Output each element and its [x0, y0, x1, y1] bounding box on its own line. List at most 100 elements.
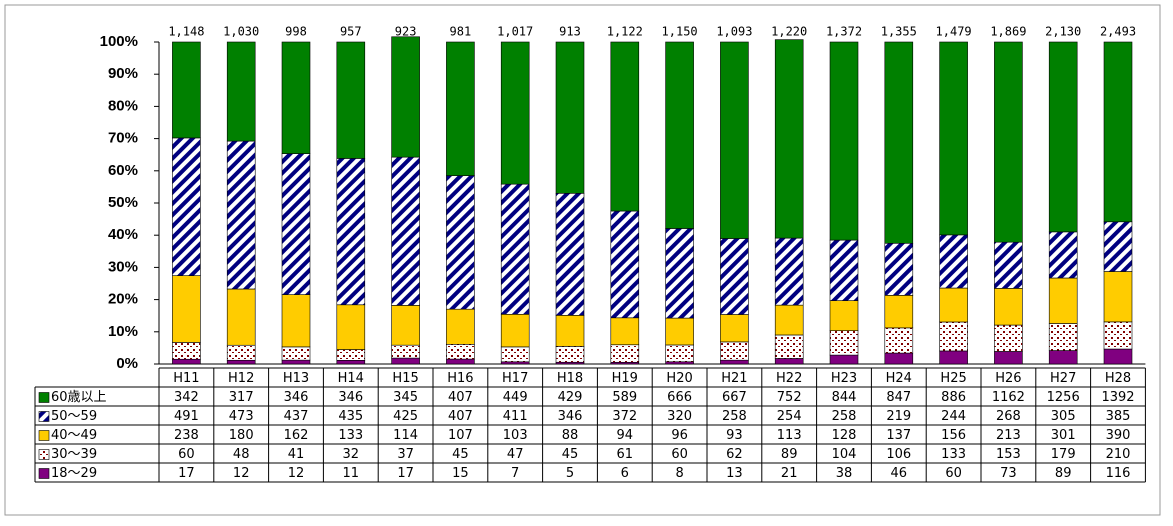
- bar-segment: [1103, 271, 1133, 323]
- x-tick-label: H22: [776, 371, 802, 386]
- table-value: 346: [284, 390, 309, 405]
- table-value: 89: [1055, 466, 1072, 481]
- bar-segment: [994, 41, 1023, 243]
- legend-swatch: [38, 468, 50, 479]
- table-value: 254: [777, 409, 802, 424]
- total-label: 998: [285, 25, 307, 39]
- bar-segment: [281, 153, 311, 295]
- y-tick-label: 40%: [108, 226, 138, 243]
- bar-segment: [391, 36, 420, 158]
- table-value: 48: [233, 447, 250, 462]
- bar-segment: [884, 295, 914, 329]
- total-label: 957: [340, 25, 362, 39]
- table-value: 89: [781, 447, 798, 462]
- bar-segment: [446, 358, 475, 365]
- bar-segment: [281, 41, 311, 154]
- total-label: 1,479: [936, 25, 972, 39]
- bar-segment: [939, 41, 968, 236]
- total-label: 1,220: [771, 25, 807, 39]
- table-value: 342: [174, 390, 199, 405]
- bar-segment: [555, 315, 585, 347]
- table-value: 12: [288, 466, 305, 481]
- table-value: 73: [1000, 466, 1017, 481]
- bar-segment: [774, 39, 804, 239]
- table-value: 96: [671, 428, 688, 443]
- table-value: 210: [1106, 447, 1131, 462]
- bar-segment: [665, 228, 694, 319]
- table-value: 17: [178, 466, 195, 481]
- bar-segment: [172, 137, 201, 276]
- table-value: 473: [229, 409, 254, 424]
- bar-segment: [226, 359, 256, 365]
- legend-swatch: [38, 449, 50, 460]
- bar-segment: [829, 300, 859, 331]
- total-label: 1,150: [662, 25, 698, 39]
- bar-segment: [939, 321, 968, 352]
- table-value: 320: [667, 409, 692, 424]
- legend-swatch: [38, 430, 50, 441]
- x-tick-label: H20: [666, 371, 692, 386]
- bar-segment: [1048, 277, 1078, 324]
- table-value: 104: [832, 447, 857, 462]
- bar-segment: [994, 351, 1023, 365]
- table-value: 61: [617, 447, 634, 462]
- bar-segment: [665, 361, 694, 365]
- bar-segment: [994, 288, 1023, 326]
- x-tick-label: H14: [338, 371, 364, 386]
- table-value: 667: [722, 390, 747, 405]
- table-value: 94: [617, 428, 634, 443]
- total-label: 1,355: [881, 25, 917, 39]
- table-value: 258: [722, 409, 747, 424]
- bar-segment: [555, 193, 585, 316]
- table-value: 425: [393, 409, 418, 424]
- bar-segment: [665, 317, 694, 346]
- legend-label: 60歳以上: [51, 390, 107, 405]
- total-label: 1,030: [223, 25, 259, 39]
- y-tick-label: 70%: [108, 130, 138, 147]
- bar-segment: [939, 287, 968, 323]
- table-value: 11: [343, 466, 360, 481]
- legend-label: 30〜39: [51, 447, 97, 462]
- table-value: 8: [675, 466, 683, 481]
- table-value: 1162: [992, 390, 1025, 405]
- table-value: 589: [612, 390, 637, 405]
- bar-segment: [720, 341, 749, 361]
- table-value: 37: [397, 447, 414, 462]
- table-value: 60: [178, 447, 195, 462]
- bar-segment: [336, 359, 366, 365]
- bar-segment: [172, 358, 201, 365]
- table-value: 407: [448, 390, 473, 405]
- table-value: 7: [511, 466, 519, 481]
- table-value: 17: [397, 466, 414, 481]
- bar-segment: [281, 359, 311, 365]
- table-value: 162: [284, 428, 309, 443]
- table-value: 46: [891, 466, 908, 481]
- table-value: 114: [393, 428, 418, 443]
- y-tick-label: 10%: [108, 323, 138, 340]
- table-value: 113: [777, 428, 802, 443]
- bar-segment: [336, 41, 366, 159]
- total-label: 1,148: [168, 25, 204, 39]
- bar-segment: [336, 158, 366, 306]
- table-value: 32: [343, 447, 360, 462]
- bar-segment: [1048, 41, 1078, 233]
- y-tick-label: 80%: [108, 97, 138, 114]
- table-value: 429: [558, 390, 583, 405]
- table-value: 317: [229, 390, 254, 405]
- table-value: 153: [996, 447, 1021, 462]
- table-value: 103: [503, 428, 528, 443]
- bar-segment: [172, 275, 201, 343]
- bar-segment: [884, 327, 914, 354]
- bar-segment: [500, 183, 530, 315]
- bar-segment: [1103, 41, 1133, 223]
- bar-segment: [446, 308, 475, 345]
- x-tick-label: H16: [447, 371, 473, 386]
- bar-segment: [226, 41, 256, 142]
- y-tick-label: 100%: [100, 33, 138, 50]
- bar-segment: [884, 41, 914, 244]
- bar-segment: [1103, 348, 1133, 365]
- table-value: 752: [777, 390, 802, 405]
- bar-segment: [555, 41, 585, 194]
- total-label: 1,869: [990, 25, 1026, 39]
